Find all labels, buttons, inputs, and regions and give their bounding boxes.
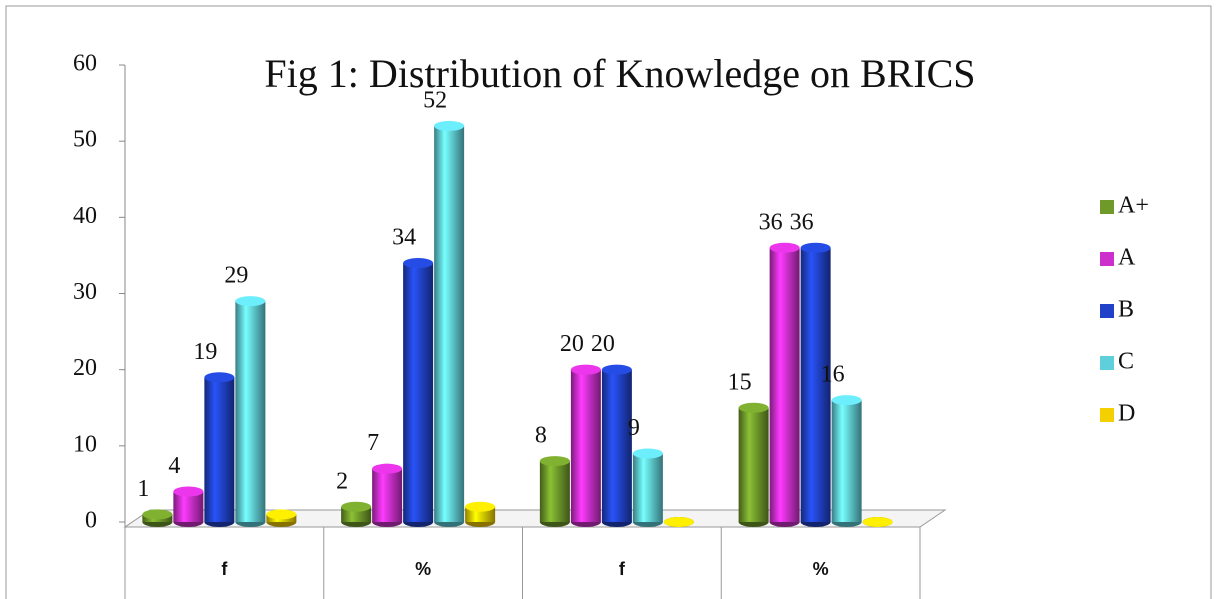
bar-top — [434, 120, 465, 131]
data-label: 52 — [423, 87, 447, 113]
bar — [769, 247, 800, 523]
bar-top — [142, 509, 173, 520]
data-label: 2 — [336, 468, 348, 494]
bar — [632, 453, 663, 522]
data-label: 7 — [367, 430, 379, 456]
bar — [738, 407, 769, 522]
bar-top — [341, 501, 372, 512]
data-label: 34 — [392, 225, 416, 251]
y-tick-label: 40 — [73, 203, 97, 229]
bar — [434, 125, 465, 522]
data-label: 36 — [759, 209, 783, 235]
x-tick-label: % — [813, 559, 829, 579]
data-label: 8 — [535, 423, 547, 449]
bar — [173, 491, 204, 522]
bar-top — [465, 501, 496, 512]
legend-swatch — [1100, 356, 1114, 370]
bar-top — [204, 372, 235, 383]
data-label: 16 — [821, 362, 845, 388]
x-tick-label: f — [619, 559, 626, 579]
bar — [601, 369, 632, 522]
data-label: 4 — [168, 453, 180, 479]
bar-top — [663, 517, 694, 527]
bar-top — [173, 486, 204, 497]
bar-top — [266, 509, 297, 520]
legend-label: A+ — [1118, 193, 1149, 219]
data-label: 19 — [193, 339, 217, 365]
y-tick-label: 60 — [73, 51, 97, 77]
y-tick-label: 50 — [73, 127, 97, 153]
frame — [5, 5, 1212, 599]
y-tick-label: 10 — [73, 431, 97, 457]
legend-swatch — [1100, 304, 1114, 318]
legend-swatch — [1100, 200, 1114, 214]
bar-top — [738, 402, 769, 413]
bar — [570, 369, 601, 522]
data-label: 20 — [591, 331, 615, 357]
x-tick-label: % — [415, 559, 431, 579]
data-label: 20 — [560, 331, 584, 357]
y-tick-label: 0 — [85, 508, 97, 534]
bar-top — [831, 395, 862, 406]
legend-label: A — [1118, 245, 1136, 271]
y-tick-label: 30 — [73, 279, 97, 305]
legend-label: D — [1118, 401, 1135, 427]
legend-label: B — [1118, 297, 1134, 323]
data-label: 29 — [224, 263, 248, 289]
bar — [372, 468, 403, 522]
bar-top — [769, 242, 800, 253]
bar-top — [539, 456, 570, 467]
bar — [403, 263, 434, 522]
bar — [539, 461, 570, 522]
data-label: 9 — [628, 415, 640, 441]
bar — [800, 247, 831, 523]
bar-top — [800, 242, 831, 253]
bar — [831, 400, 862, 522]
bar-top — [862, 517, 893, 527]
data-label: 1 — [137, 476, 149, 502]
bar-top — [632, 448, 663, 459]
bar — [235, 301, 266, 522]
y-tick-label: 20 — [73, 355, 97, 381]
chart-title: Fig 1: Distribution of Knowledge on BRIC… — [264, 51, 975, 96]
bar-top — [570, 364, 601, 375]
bar-top — [601, 364, 632, 375]
x-tick-label: f — [221, 559, 228, 579]
bar — [204, 377, 235, 522]
bar-top — [403, 258, 434, 269]
legend-swatch — [1100, 408, 1114, 422]
legend-label: C — [1118, 349, 1134, 375]
legend-swatch — [1100, 252, 1114, 266]
data-label: 36 — [790, 209, 814, 235]
data-label: 15 — [728, 369, 752, 395]
bar-top — [235, 296, 266, 307]
bar-top — [372, 463, 403, 474]
